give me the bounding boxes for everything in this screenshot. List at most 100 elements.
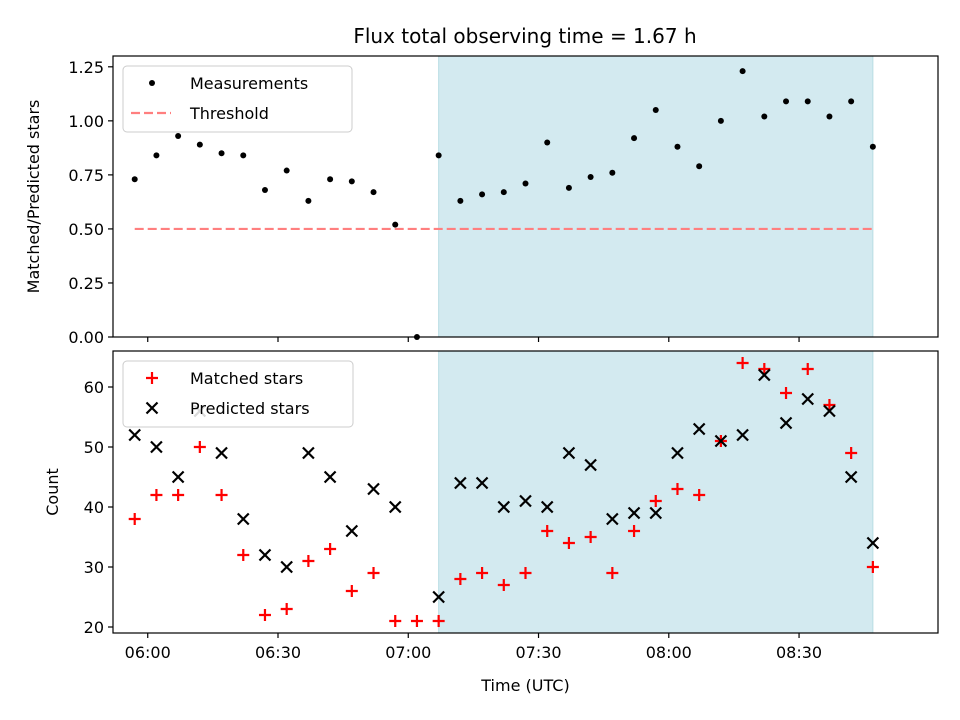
top-point (804, 98, 811, 105)
bottom-xtick-label: 08:30 (776, 643, 822, 662)
top-point (696, 163, 703, 170)
bottom-predicted-point (758, 368, 771, 382)
bottom-matched-point (345, 585, 358, 597)
bottom-matched-point (410, 615, 423, 627)
bottom-predicted-point (671, 446, 684, 460)
bottom-matched-point (150, 489, 163, 501)
top-point (826, 113, 833, 120)
bottom-predicted-point (432, 590, 445, 604)
bottom-predicted-point (779, 416, 793, 430)
bottom-matched-point (193, 441, 206, 453)
bottom-predicted-point (584, 458, 597, 472)
top-ytick-label: 0.75 (68, 166, 104, 185)
top-point (652, 107, 659, 114)
bottom-matched-point (172, 489, 185, 501)
bottom-predicted-point (714, 434, 728, 448)
top-point (392, 221, 399, 228)
bottom-predicted-point (236, 512, 250, 526)
top-point (218, 150, 225, 157)
bottom-legend-marker (145, 401, 159, 415)
top-panel: 0.00 0.25 0.50 0.75 1.00 1.25 Matched/Predicte… (24, 55, 939, 347)
bottom-matched-point (215, 489, 228, 501)
bottom-matched-point (584, 531, 597, 543)
top-legend-box (122, 65, 353, 133)
bottom-predicted-point (280, 560, 293, 574)
bottom-predicted-point (388, 500, 402, 514)
bottom-matched-point (497, 579, 510, 591)
top-point (869, 143, 876, 150)
bottom-predicted-point (606, 512, 619, 526)
top-point (565, 184, 572, 191)
bottom-matched-point (845, 447, 858, 459)
bottom-matched-point (367, 567, 380, 579)
top-point (761, 113, 768, 120)
top-point (522, 180, 529, 187)
bottom-predicted-point (454, 476, 467, 490)
bottom-predicted-point (649, 506, 663, 520)
top-point (261, 187, 268, 194)
top-point (479, 191, 486, 198)
top-point (783, 98, 790, 105)
top-ytick-label: 1.00 (68, 112, 104, 131)
bottom-ylabel: Count (43, 468, 62, 516)
bottom-predicted-point (475, 476, 489, 490)
bottom-matched-point (649, 495, 662, 507)
bottom-matched-point (258, 609, 271, 621)
bottom-matched-point (801, 363, 814, 375)
bottom-ytick-label: 50 (84, 438, 104, 457)
bottom-predicted-point (519, 494, 532, 508)
bottom-matched-point (280, 603, 293, 615)
bottom-xtick-label: 07:00 (385, 643, 431, 662)
bottom-matched-point (541, 525, 554, 537)
bottom-predicted-point (844, 470, 858, 484)
top-shaded-region (438, 56, 873, 337)
bottom-predicted-point (258, 548, 272, 562)
bottom-matched-point (606, 567, 619, 579)
top-ytick-label: 0.50 (68, 220, 104, 239)
bottom-ytick-label: 30 (84, 558, 104, 577)
top-point (500, 189, 507, 196)
top-point (327, 176, 334, 183)
bottom-matched-point (389, 615, 402, 627)
top-legend-label: Threshold (189, 104, 269, 123)
bottom-predicted-point (150, 440, 163, 454)
bottom-ytick-label: 60 (84, 378, 104, 397)
bottom-predicted-point (801, 392, 815, 406)
bottom-matched-point (736, 357, 749, 369)
bottom-predicted-point (497, 500, 511, 514)
bottom-matched-point (128, 513, 141, 525)
top-point (609, 169, 616, 176)
top-ylabel: Matched/Predicted stars (24, 100, 43, 294)
bottom-predicted-point (323, 470, 337, 484)
bottom-legend-label: Matched stars (190, 369, 303, 388)
top-point (283, 167, 290, 174)
top-point (587, 174, 594, 181)
top-point (717, 117, 724, 124)
bottom-matched-point (823, 399, 836, 411)
top-ytick-label: 0.00 (68, 328, 104, 347)
bottom-matched-point (758, 363, 771, 375)
bottom-predicted-point (215, 446, 228, 460)
bottom-panel: 20 30 40 50 60 06:00 06:30 07:00 07:30 08:00 08:30… (43, 350, 939, 695)
bottom-xtick-label: 07:30 (515, 643, 561, 662)
bottom-matched-point (628, 525, 641, 537)
bottom-predicted-point (540, 500, 554, 514)
top-point (305, 197, 312, 204)
bottom-matched-point (237, 549, 250, 561)
bottom-xtick-label: 08:00 (646, 643, 692, 662)
top-point (153, 152, 160, 159)
top-point (240, 152, 247, 159)
bottom-matched-point (866, 561, 879, 573)
top-point (848, 98, 855, 105)
top-point (370, 189, 377, 196)
bottom-predicted-point (128, 428, 141, 442)
bottom-predicted-point (866, 536, 880, 550)
bottom-xtick-label: 06:30 (255, 643, 301, 662)
top-point (544, 139, 551, 146)
bottom-matched-point (671, 483, 684, 495)
bottom-shaded-region (438, 351, 873, 633)
bottom-matched-point (519, 567, 532, 579)
bottom-matched-point (780, 387, 793, 399)
bottom-predicted-point (692, 422, 706, 436)
